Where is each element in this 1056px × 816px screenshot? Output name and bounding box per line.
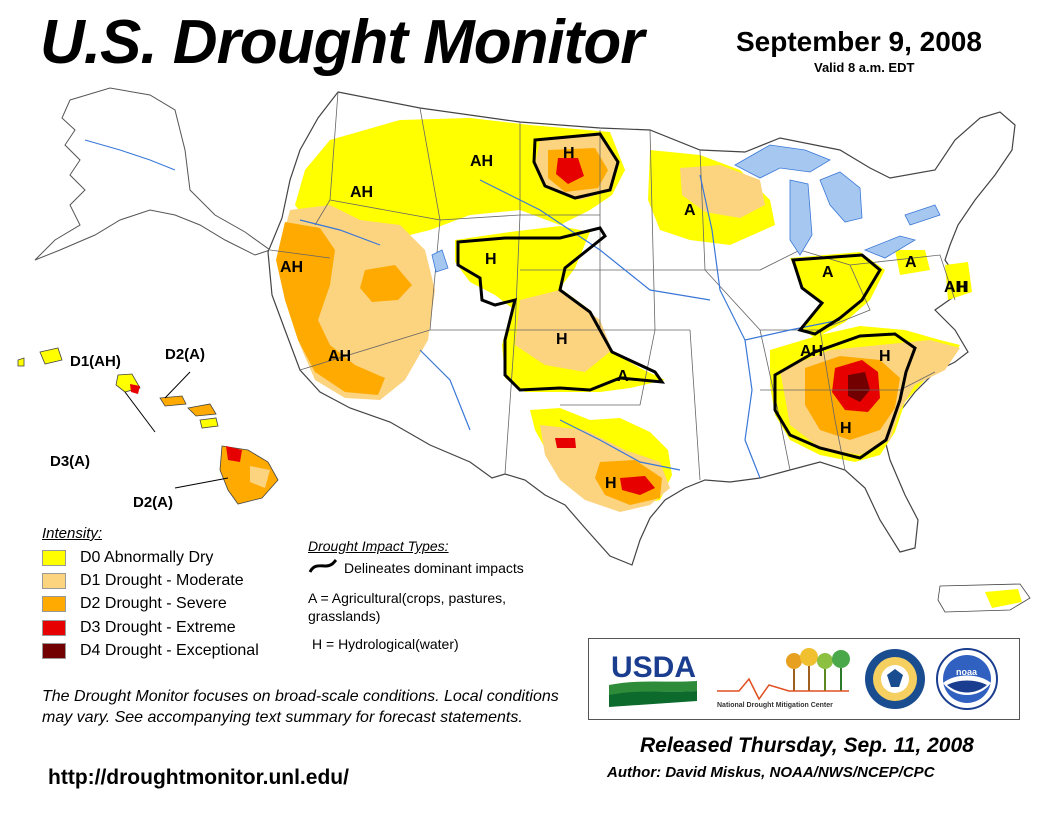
author: Author: David Miskus, NOAA/NWS/NCEP/CPC bbox=[607, 764, 935, 781]
valid-time: Valid 8 a.m. EDT bbox=[814, 60, 915, 75]
d0-swatch bbox=[42, 550, 66, 566]
svg-text:noaa: noaa bbox=[956, 667, 978, 677]
legend-label: D4 Drought - Exceptional bbox=[80, 642, 259, 659]
noaa-logo: noaa bbox=[936, 648, 998, 710]
ndmc-logo: National Drought Mitigation Center bbox=[717, 648, 850, 709]
impact-line-spacer bbox=[308, 561, 336, 575]
impact-line-row: Delineates dominant impacts bbox=[308, 560, 524, 576]
legend-item-d2: D2 Drought - Severe bbox=[42, 594, 227, 614]
label-h-wy: H bbox=[485, 251, 497, 268]
legend-label: D0 Abnormally Dry bbox=[80, 549, 214, 566]
hawaii-label-d3a: D3(A) bbox=[50, 453, 90, 470]
label-a-oh: A bbox=[822, 264, 834, 281]
d2-swatch bbox=[42, 596, 66, 612]
label-ah-sw: AH bbox=[328, 348, 351, 365]
rivers bbox=[299, 174, 841, 479]
label-h-ne: H bbox=[957, 279, 969, 296]
page-title: U.S. Drought Monitor bbox=[40, 8, 644, 77]
label-ah-nw: AH bbox=[350, 184, 373, 201]
label-a-pa: A bbox=[905, 254, 917, 271]
impact-line-label: Delineates dominant impacts bbox=[344, 560, 524, 576]
logos-svg: USDA National Drought Mitigation Center bbox=[609, 648, 998, 710]
label-ah-ky: AH bbox=[800, 343, 823, 360]
hawaii-label-d2a-top: D2(A) bbox=[165, 346, 205, 363]
d4-swatch bbox=[42, 643, 66, 659]
legend-item-d4: D4 Drought - Exceptional bbox=[42, 641, 259, 661]
d3-swatch bbox=[42, 620, 66, 636]
d3-regions bbox=[555, 158, 880, 495]
hawaii-label-d1ah: D1(AH) bbox=[70, 353, 121, 370]
legend-label: D3 Drought - Extreme bbox=[80, 619, 236, 636]
label-ah-mt: AH bbox=[470, 153, 493, 170]
logo-box: USDA National Drought Mitigation Center bbox=[588, 638, 1020, 720]
d1-swatch bbox=[42, 573, 66, 589]
label-h-tx: H bbox=[605, 475, 617, 492]
legend-label: D2 Drought - Severe bbox=[80, 595, 227, 612]
d4-region bbox=[848, 372, 870, 402]
great-lakes bbox=[431, 144, 941, 273]
legend-item-d3: D3 Drought - Extreme bbox=[42, 618, 236, 638]
label-a-mn: A bbox=[684, 202, 696, 219]
disclaimer: The Drought Monitor focuses on broad-sca… bbox=[42, 688, 559, 726]
hawaii-label-d2a-bottom: D2(A) bbox=[133, 494, 173, 511]
label-a-ok: A bbox=[617, 368, 629, 385]
legend-item-d1: D1 Drought - Moderate bbox=[42, 571, 244, 591]
release-date: Released Thursday, Sep. 11, 2008 bbox=[640, 734, 974, 757]
label-h-co: H bbox=[556, 331, 568, 348]
legend-title: Intensity: bbox=[42, 525, 103, 542]
alaska-outline bbox=[34, 87, 272, 261]
legend-item-d0: D0 Abnormally Dry bbox=[42, 548, 213, 568]
website-url[interactable]: http://droughtmonitor.unl.edu/ bbox=[48, 766, 349, 789]
hawaii: D1(AH) D2(A) D3(A) D2(A) bbox=[17, 346, 279, 511]
label-ah-nj: AH bbox=[944, 279, 967, 296]
map-date: September 9, 2008 bbox=[736, 26, 982, 57]
impact-boundaries bbox=[456, 132, 917, 460]
impact-hydrological: H = Hydrological(water) bbox=[312, 636, 459, 652]
impact-agricultural: A = Agricultural(crops, pastures, grassl… bbox=[308, 590, 507, 624]
svg-text:National Drought Mitigation Ce: National Drought Mitigation Center bbox=[717, 702, 833, 709]
impact-line-sample bbox=[308, 558, 338, 573]
commerce-seal bbox=[865, 649, 925, 709]
legend-label: D1 Drought - Moderate bbox=[80, 572, 244, 589]
impact-title: Drought Impact Types: bbox=[308, 538, 449, 554]
label-h-nd: H bbox=[563, 145, 575, 162]
label-h-va: H bbox=[879, 348, 891, 365]
usda-logo: USDA bbox=[611, 651, 696, 684]
alaska-river bbox=[84, 139, 176, 171]
label-ah-ca: AH bbox=[280, 259, 303, 276]
label-h-ga: H bbox=[840, 420, 852, 437]
